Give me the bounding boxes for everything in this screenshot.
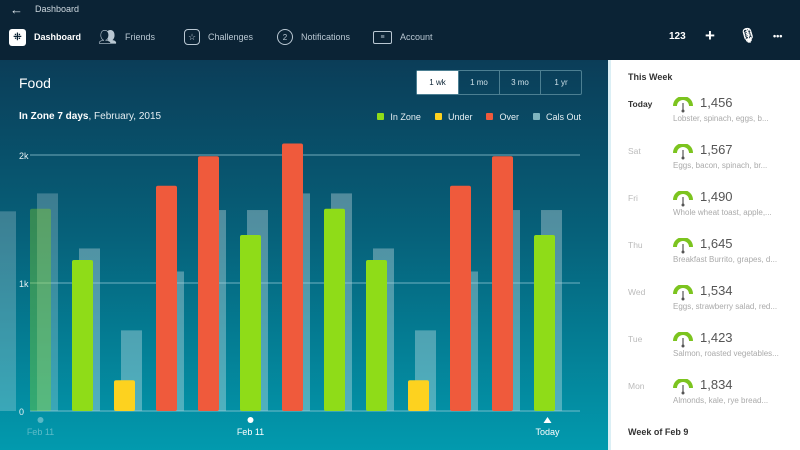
calories-value: 1,456	[700, 95, 733, 110]
calories-value: 1,645	[700, 236, 733, 251]
today-marker-triangle	[543, 417, 552, 423]
gauge-icon	[673, 191, 693, 207]
x-axis-label: Today	[535, 427, 560, 437]
cals-out-bar	[37, 193, 58, 411]
gauge-icon	[673, 144, 693, 160]
nav-challenges[interactable]: ☆ Challenges	[184, 26, 253, 48]
day-label: Today	[628, 99, 653, 109]
food-bar-under	[408, 380, 429, 411]
date-marker-dot	[247, 417, 254, 423]
top-bar: ← Dashboard ⁜ Dashboard 👥︎ Friends ☆ Challe…	[0, 0, 800, 60]
section-this-week: This Week	[628, 72, 673, 82]
nav-dashboard[interactable]: ⁜ Dashboard	[9, 26, 81, 48]
breadcrumb: Dashboard	[35, 4, 80, 14]
add-button[interactable]: +	[705, 26, 715, 45]
gauge-icon	[673, 379, 693, 395]
gauge-icon	[673, 332, 693, 348]
id-card-icon: ≡	[373, 30, 392, 44]
date-range: , February, 2015	[88, 111, 162, 122]
range-1mo[interactable]: 1 mo	[458, 71, 499, 94]
food-bar-over	[450, 185, 471, 411]
log-numbers-button[interactable]: 123	[669, 31, 686, 42]
foods-summary: Breakfast Burrito, grapes, d...	[673, 255, 778, 264]
cals-out-bar	[0, 211, 16, 411]
y-tick-label: 2k	[19, 151, 29, 161]
nav-label: Dashboard	[34, 32, 82, 42]
foods-summary: Salmon, roasted vegetables...	[673, 349, 779, 358]
range-selector: 1 wk 1 mo 3 mo 1 yr	[416, 70, 582, 95]
more-button[interactable]: •••	[773, 31, 783, 41]
food-bar-zone	[366, 259, 387, 411]
day-entry[interactable]: Tue 1,423 Salmon, roasted vegetables...	[628, 330, 798, 376]
foods-summary: Almonds, kale, rye bread...	[673, 396, 769, 405]
fitbit-logo-icon: ⁜	[9, 28, 26, 46]
day-label: Thu	[628, 240, 643, 250]
nav-friends[interactable]: 👥︎ Friends	[98, 26, 155, 48]
food-bar-zone	[30, 208, 51, 411]
back-arrow-icon[interactable]: ←	[10, 2, 23, 17]
day-label: Tue	[628, 334, 643, 344]
day-entry[interactable]: Sat 1,567 Eggs, bacon, spinach, br...	[628, 142, 798, 188]
food-bar-over	[198, 156, 219, 411]
calories-value: 1,534	[700, 283, 733, 298]
zone-summary: In Zone 7 days	[19, 111, 89, 122]
legend-cals-out: Cals Out	[532, 112, 581, 122]
foods-summary: Eggs, bacon, spinach, br...	[673, 161, 768, 170]
day-entry[interactable]: Today 1,456 Lobster, spinach, eggs, b...	[628, 95, 798, 141]
gauge-icon	[673, 238, 693, 254]
food-bar-zone	[240, 235, 261, 411]
y-tick-label: 0	[19, 407, 24, 417]
day-label: Mon	[628, 381, 645, 391]
day-entry[interactable]: Mon 1,834 Almonds, kale, rye bread...	[628, 377, 798, 423]
nav-label: Account	[400, 32, 433, 42]
friends-icon: 👥︎	[98, 29, 118, 46]
food-bar-over	[282, 143, 303, 411]
legend-under: Under	[434, 112, 472, 122]
nav-account[interactable]: ≡ Account	[373, 26, 433, 48]
foods-summary: Eggs, strawberry salad, red...	[673, 302, 778, 311]
food-bar-under	[114, 380, 135, 411]
calories-value: 1,834	[700, 377, 733, 392]
x-axis-label: Feb 11	[237, 427, 264, 437]
range-1yr[interactable]: 1 yr	[540, 71, 581, 94]
day-label: Wed	[628, 287, 646, 297]
food-bar-over	[492, 156, 513, 411]
foods-summary: Whole wheat toast, apple,...	[673, 208, 772, 217]
nav-notifications[interactable]: 2 Notifications	[277, 26, 350, 48]
foods-summary: Lobster, spinach, eggs, b...	[673, 114, 769, 123]
day-entry[interactable]: Wed 1,534 Eggs, strawberry salad, red...	[628, 283, 798, 329]
range-3mo[interactable]: 3 mo	[499, 71, 540, 94]
day-entry[interactable]: Fri 1,490 Whole wheat toast, apple,...	[628, 189, 798, 235]
legend-in-zone: In Zone	[377, 112, 421, 122]
section-week-of-feb-9: Week of Feb 9	[628, 427, 689, 437]
star-badge-icon: ☆	[184, 29, 200, 45]
y-tick-label: 1k	[19, 279, 29, 289]
nav-label: Friends	[125, 32, 156, 42]
nav-label: Notifications	[301, 32, 351, 42]
food-bar-chart[interactable]: 0 1k 2k Feb 11 Feb 11 Today	[0, 60, 608, 450]
day-entry[interactable]: Thu 1,645 Breakfast Burrito, grapes, d..…	[628, 236, 798, 282]
microphone-icon[interactable]: 🎙︎	[739, 27, 757, 43]
chat-bubble-icon: 2	[277, 29, 293, 45]
calories-value: 1,423	[700, 330, 733, 345]
week-sidebar: This Week Today 1,456 Lobster, spinach, …	[608, 60, 800, 450]
gauge-icon	[673, 285, 693, 301]
food-bar-over	[156, 185, 177, 411]
page-title: Food	[19, 75, 51, 91]
chart-subtitle: In Zone 7 days, February, 2015	[19, 111, 161, 122]
gauge-icon	[673, 97, 693, 113]
legend-over: Over	[486, 112, 519, 122]
food-bar-zone	[534, 235, 555, 411]
nav-label: Challenges	[208, 32, 254, 42]
x-axis-label: Feb 11	[27, 427, 54, 437]
calories-value: 1,567	[700, 142, 733, 157]
food-bar-zone	[324, 208, 345, 411]
legend: In Zone Under Over Cals Out	[377, 112, 581, 122]
food-bar-zone	[72, 259, 93, 411]
day-label: Sat	[628, 146, 641, 156]
day-label: Fri	[628, 193, 638, 203]
date-marker-dot	[37, 417, 44, 423]
range-1wk[interactable]: 1 wk	[417, 71, 458, 94]
calories-value: 1,490	[700, 189, 733, 204]
